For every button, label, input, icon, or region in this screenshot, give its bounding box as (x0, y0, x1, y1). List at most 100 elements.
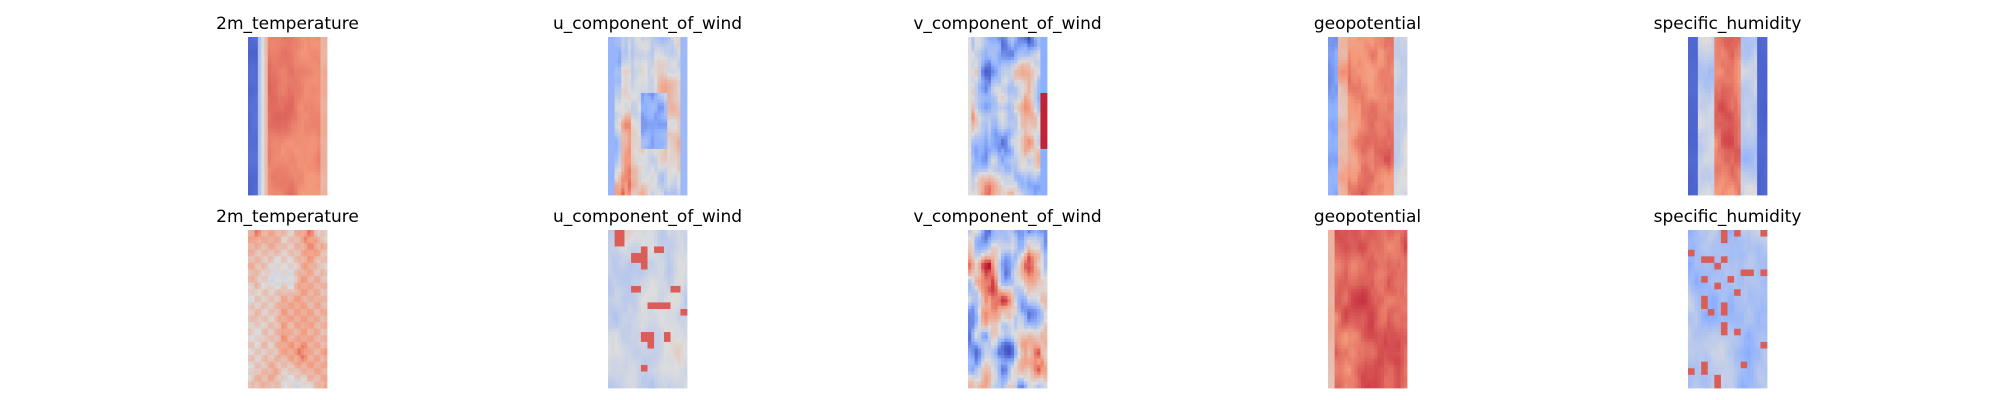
heatmap-cell (981, 168, 985, 173)
heatmap-cell (608, 116, 612, 120)
heatmap-cell (624, 50, 629, 54)
heatmap-cell (640, 181, 645, 186)
heatmap-cell (300, 129, 305, 133)
heatmap-cell (987, 109, 992, 114)
heatmap-cell (968, 165, 972, 170)
heatmap-cell (277, 109, 282, 114)
heatmap-cell (1341, 171, 1345, 176)
heatmap-cell (320, 152, 325, 156)
heatmap-cell (287, 165, 292, 170)
heatmap-cell (1704, 86, 1709, 91)
heatmap-cell (1030, 168, 1035, 173)
heatmap-cell (1357, 40, 1362, 44)
heatmap-cell (307, 129, 311, 133)
heatmap-cell (667, 185, 671, 189)
heatmap-cell (274, 69, 279, 74)
heatmap-cell (1734, 37, 1738, 41)
heatmap-cell (280, 76, 285, 81)
heatmap-cell (611, 125, 615, 130)
heatmap-cell (1014, 139, 1018, 143)
heatmap-cell (1403, 46, 1408, 51)
heatmap-cell (1364, 106, 1368, 110)
heatmap-cell (1727, 73, 1732, 77)
heatmap-cell (287, 37, 292, 41)
heatmap-cell (1387, 86, 1391, 91)
heatmap-cell (974, 46, 979, 51)
heatmap-cell (1400, 83, 1405, 87)
heatmap-cell (1701, 86, 1705, 91)
heatmap-cell (640, 168, 645, 173)
heatmap-cell (264, 53, 269, 58)
heatmap-cell (1688, 43, 1692, 48)
heatmap-cell (644, 63, 648, 68)
heatmap-cell (300, 132, 305, 137)
heatmap-cell (1023, 43, 1028, 48)
heatmap-cell (271, 165, 275, 170)
heatmap-cell (991, 79, 995, 84)
heatmap-cell (1337, 162, 1342, 166)
heatmap-cell (981, 86, 985, 91)
heatmap-cell (248, 142, 252, 147)
heatmap-cell (1040, 132, 1045, 137)
heatmap-cell (977, 92, 982, 97)
heatmap-cell (1397, 119, 1401, 123)
heatmap-cell (624, 158, 629, 163)
heatmap-cell (1040, 109, 1045, 114)
heatmap-cell (617, 122, 622, 127)
heatmap-cell (1383, 56, 1388, 61)
heatmap-cell (683, 37, 688, 41)
heatmap-cell (1004, 191, 1008, 196)
heatmap-cell (1724, 69, 1728, 74)
heatmap-cell (1030, 119, 1035, 123)
heatmap-cell (1347, 73, 1352, 77)
heatmap-cell (608, 40, 612, 44)
heatmap-cell (320, 171, 325, 176)
heatmap-cell (1331, 178, 1335, 183)
heatmap-cell (977, 86, 982, 91)
heatmap-cell (280, 171, 285, 176)
heatmap-cell (313, 40, 318, 44)
heatmap-cell (1043, 99, 1048, 104)
heatmap-cell (667, 60, 671, 64)
heatmap-cell (1743, 56, 1748, 61)
heatmap-cell (1027, 135, 1031, 140)
heatmap-cell (1000, 56, 1005, 61)
heatmap-cell (257, 178, 262, 183)
heatmap-cell (1403, 122, 1408, 127)
heatmap-cell (1341, 96, 1345, 100)
heatmap-cell (663, 83, 668, 87)
heatmap-cell (313, 155, 318, 160)
heatmap-cell (974, 135, 979, 140)
heatmap-cell (1753, 66, 1758, 71)
heatmap-cell (307, 132, 311, 137)
heatmap-cell (1004, 162, 1008, 166)
heatmap-cell (1364, 60, 1368, 64)
heatmap-cell (1383, 171, 1388, 176)
heatmap-cell (987, 73, 992, 77)
heatmap-cell (1007, 145, 1012, 150)
heatmap-cell (627, 135, 632, 140)
heatmap-cell (290, 188, 295, 193)
heatmap-cell (670, 102, 675, 107)
heatmap-cell (617, 129, 622, 133)
heatmap-cell (274, 145, 279, 150)
heatmap-cell (614, 89, 619, 94)
heatmap-cell (667, 83, 671, 87)
heatmap-cell (627, 125, 632, 130)
heatmap-cell (1357, 79, 1362, 84)
heatmap-cell (621, 116, 625, 120)
heatmap-cell (971, 89, 975, 94)
heatmap-cell (1354, 112, 1359, 117)
heatmap-cell (667, 56, 671, 61)
heatmap-cell (1000, 109, 1005, 114)
heatmap-cell (287, 50, 292, 54)
heatmap-cell (1030, 122, 1035, 127)
heatmap-cell (1017, 122, 1022, 127)
heatmap-cell (1010, 37, 1015, 41)
heatmap-cell (1000, 171, 1005, 176)
heatmap-cell (617, 181, 622, 186)
heatmap-cell (1707, 43, 1712, 48)
heatmap-cell (303, 139, 308, 143)
heatmap-cell (1020, 162, 1025, 166)
heatmap-cell (683, 89, 688, 94)
